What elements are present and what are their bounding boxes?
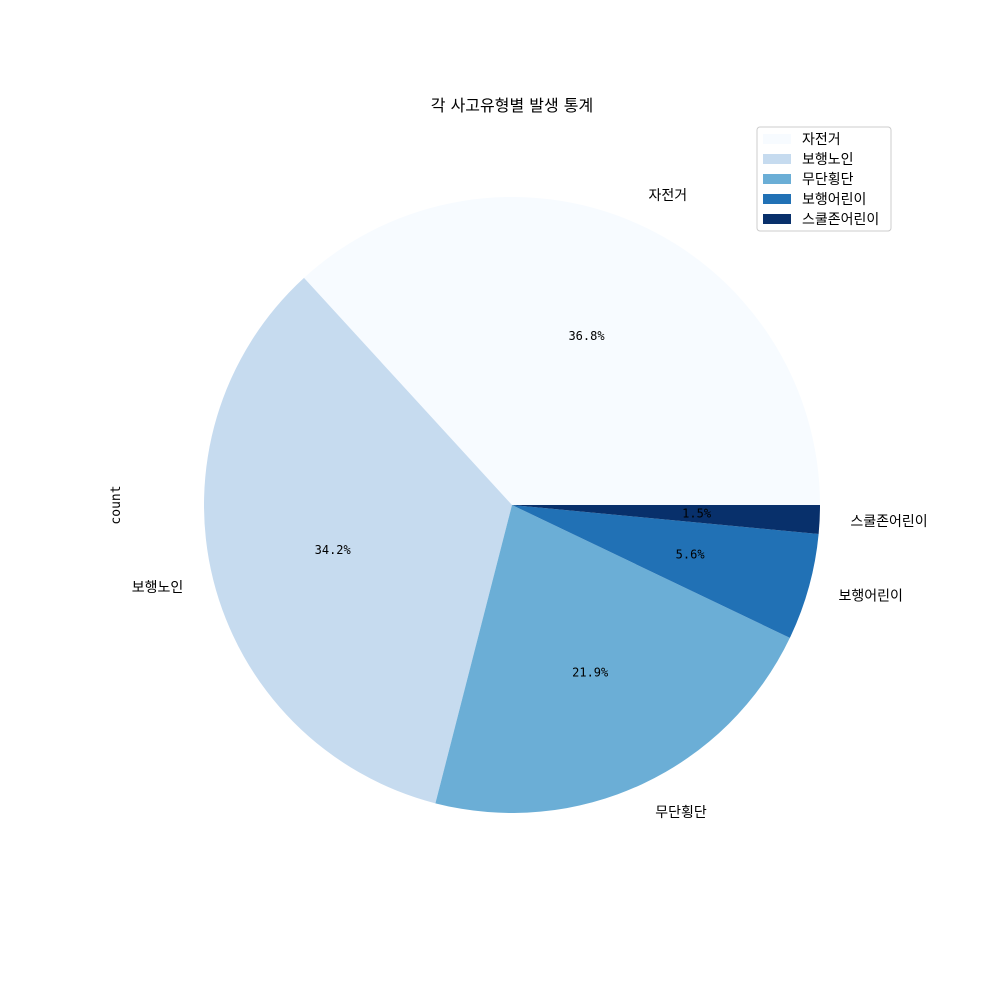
- pie-slice-5: [512, 505, 820, 534]
- percent-label-1: 36.8%: [568, 329, 605, 343]
- category-label-3: 무단횡단: [655, 805, 707, 821]
- category-label-1: 자전거: [649, 188, 688, 204]
- pie-slice-1: [304, 197, 820, 505]
- legend-label-2: 보행노인: [802, 152, 854, 168]
- legend-label-5: 스쿨존어린이: [802, 212, 879, 228]
- category-label-4: 보행어린이: [839, 588, 903, 604]
- chart-title: 각 사고유형별 발생 통계: [431, 96, 593, 115]
- legend-label-3: 무단횡단: [802, 172, 854, 188]
- percent-label-2: 34.2%: [315, 543, 352, 557]
- legend-frame: [756, 126, 892, 232]
- category-label-2: 보행노인: [132, 580, 184, 596]
- percent-label-5: 1.5%: [682, 507, 712, 521]
- category-label-5: 스쿨존어린이: [850, 514, 927, 530]
- legend-label-4: 보행어린이: [802, 192, 866, 208]
- y-axis-label: count: [109, 485, 124, 524]
- percent-label-3: 21.9%: [572, 666, 609, 680]
- legend-label-1: 자전거: [802, 132, 841, 148]
- legend-swatch-4: [763, 194, 791, 204]
- legend-swatch-2: [763, 154, 791, 164]
- percent-labels: 36.8% 34.2% 21.9% 5.6% 1.5%: [315, 329, 712, 680]
- percent-label-4: 5.6%: [676, 547, 706, 561]
- pie-slices: [204, 197, 820, 813]
- legend-swatch-3: [763, 174, 791, 184]
- pie-slice-4: [512, 505, 819, 638]
- pie-slice-3: [435, 505, 790, 813]
- legend-swatch-5: [763, 214, 791, 224]
- pie-slice-2: [204, 277, 512, 804]
- legend-swatch-1: [763, 134, 791, 144]
